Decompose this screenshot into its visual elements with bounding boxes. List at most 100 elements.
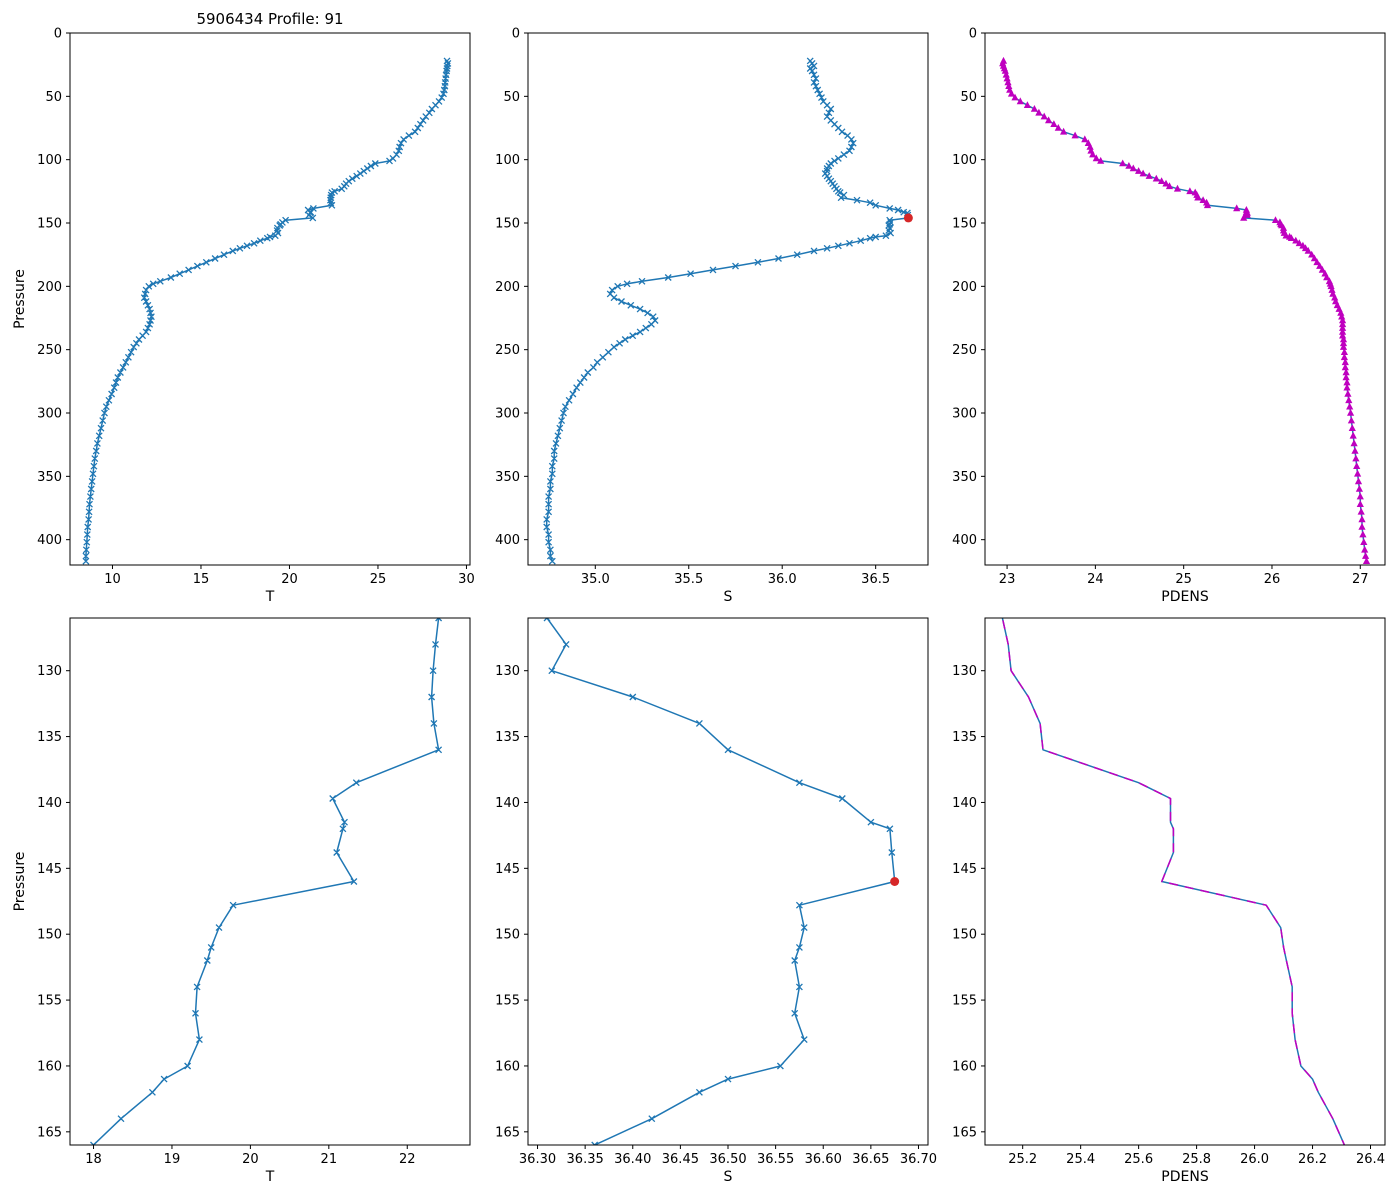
y-tick-label: 145 xyxy=(495,862,520,877)
axes-background xyxy=(528,618,928,1145)
y-tick-label: 200 xyxy=(952,280,977,295)
y-tick-label: 155 xyxy=(952,994,977,1009)
x-axis-label: T xyxy=(265,589,275,605)
subplot-pdens-zoom: 25.2 25.4 25.6 25.8 26.0 26.2 26.4 130 135 140 145… xyxy=(952,617,1386,1185)
x-tick-label: 36.0 xyxy=(768,572,797,587)
x-tick-label: 36.30 xyxy=(519,1152,556,1167)
x-tick-label: 36.40 xyxy=(614,1152,651,1167)
x-axis-label: PDENS xyxy=(1161,589,1209,605)
x-markers-s-full xyxy=(543,57,912,565)
y-tick-label: 145 xyxy=(952,862,977,877)
y-tick-label: 400 xyxy=(37,533,62,548)
highlight-point xyxy=(903,213,913,223)
x-tick-label: 26.0 xyxy=(1240,1152,1269,1167)
x-tick-label: 36.5 xyxy=(861,572,890,587)
y-tick-label: 155 xyxy=(37,994,62,1009)
y-tick-label: 140 xyxy=(952,796,977,811)
y-tick-label: 145 xyxy=(37,862,62,877)
y-tick-label: 200 xyxy=(37,280,62,295)
y-tick-label: 100 xyxy=(37,153,62,168)
x-markers-s-zoom xyxy=(543,618,899,1145)
y-tick-label: 165 xyxy=(495,1125,520,1140)
plot-area xyxy=(1001,618,1346,1145)
axes-frame xyxy=(527,32,929,566)
y-tick-label: 150 xyxy=(952,217,977,232)
x-tick-label: 18 xyxy=(85,1152,102,1167)
axes-background xyxy=(985,618,1385,1145)
y-tick-label: 0 xyxy=(54,27,62,42)
x-markers-t-zoom xyxy=(90,618,443,1145)
axes-frame xyxy=(984,32,1386,566)
x-tick-label: 35.5 xyxy=(674,572,703,587)
y-tick-label: 135 xyxy=(495,730,520,745)
x-tick-label: 36.35 xyxy=(567,1152,604,1167)
y-tick-label: 160 xyxy=(37,1059,62,1074)
y-tick-label: 250 xyxy=(37,343,62,358)
y-tick-label: 400 xyxy=(952,533,977,548)
plot-area xyxy=(82,57,452,565)
y-tick-label: 130 xyxy=(37,664,62,679)
y-tick-label: 140 xyxy=(37,796,62,811)
series-line-pdens-zoom xyxy=(1001,618,1346,1145)
subplot-pdens-full: 23 24 25 26 27 0 50 100 150 200 250 300 350 400 PDENS xyxy=(952,27,1386,605)
y-tick-label: 0 xyxy=(969,27,977,42)
axes-frame xyxy=(69,617,471,1146)
x-tick-label: 36.60 xyxy=(805,1152,842,1167)
y-axis-label: Pressure xyxy=(12,852,28,912)
y-tick-label: 300 xyxy=(952,407,977,422)
y-tick-label: 50 xyxy=(503,90,520,105)
axes-background xyxy=(985,33,1385,565)
y-tick-label: 140 xyxy=(495,796,520,811)
plot-area xyxy=(543,618,900,1145)
y-tick-label: 250 xyxy=(495,343,520,358)
subplot-t-zoom: 18 19 20 21 22 130 135 140 145 150 155 160 165 T Press… xyxy=(12,617,471,1185)
x-tick-label: 36.65 xyxy=(852,1152,889,1167)
y-tick-label: 50 xyxy=(45,90,62,105)
y-tick-label: 200 xyxy=(495,280,520,295)
x-axis-label: T xyxy=(265,1169,275,1185)
x-tick-label: 15 xyxy=(193,572,210,587)
axes-background xyxy=(528,33,928,565)
y-tick-label: 150 xyxy=(495,217,520,232)
x-tick-label: 25.6 xyxy=(1124,1152,1153,1167)
x-tick-label: 30 xyxy=(458,572,475,587)
subplot-s-zoom: 36.30 36.35 36.40 36.45 36.50 36.55 36.60 36.65… xyxy=(495,617,937,1185)
y-axis-label: Pressure xyxy=(12,269,28,329)
x-tick-label: 24 xyxy=(1087,572,1104,587)
y-tick-label: 135 xyxy=(37,730,62,745)
series-line-s-zoom xyxy=(546,618,896,1145)
series-line-t-zoom xyxy=(92,618,440,1145)
y-tick-label: 400 xyxy=(495,533,520,548)
y-tick-label: 150 xyxy=(952,928,977,943)
y-tick-label: 130 xyxy=(495,664,520,679)
plot-area xyxy=(543,57,913,565)
x-tick-label: 27 xyxy=(1352,572,1369,587)
y-tick-label: 165 xyxy=(952,1125,977,1140)
x-tick-label: 22 xyxy=(399,1152,416,1167)
y-tick-label: 150 xyxy=(37,217,62,232)
y-tick-label: 165 xyxy=(37,1125,62,1140)
y-tick-label: 350 xyxy=(952,470,977,485)
x-tick-label: 36.70 xyxy=(900,1152,937,1167)
y-tick-label: 150 xyxy=(495,928,520,943)
x-markers-t-full xyxy=(82,57,452,565)
x-tick-label: 35.0 xyxy=(581,572,610,587)
y-tick-label: 130 xyxy=(952,664,977,679)
plot-area xyxy=(90,618,443,1145)
y-tick-label: 100 xyxy=(495,153,520,168)
x-axis-label: PDENS xyxy=(1161,1169,1209,1185)
y-tick-label: 300 xyxy=(495,407,520,422)
x-tick-label: 10 xyxy=(104,572,121,587)
x-tick-label: 26.4 xyxy=(1356,1152,1385,1167)
y-tick-label: 150 xyxy=(37,928,62,943)
axes-background xyxy=(70,618,470,1145)
subplot-t-full: 10 15 20 25 30050100150200250300350400TPress… xyxy=(12,27,475,606)
x-tick-label: 20 xyxy=(242,1152,259,1167)
x-tick-label: 21 xyxy=(321,1152,338,1167)
y-tick-label: 350 xyxy=(495,470,520,485)
figure-title: 5906434 Profile: 91 xyxy=(196,10,344,28)
y-tick-label: 135 xyxy=(952,730,977,745)
y-tick-label: 50 xyxy=(960,90,977,105)
